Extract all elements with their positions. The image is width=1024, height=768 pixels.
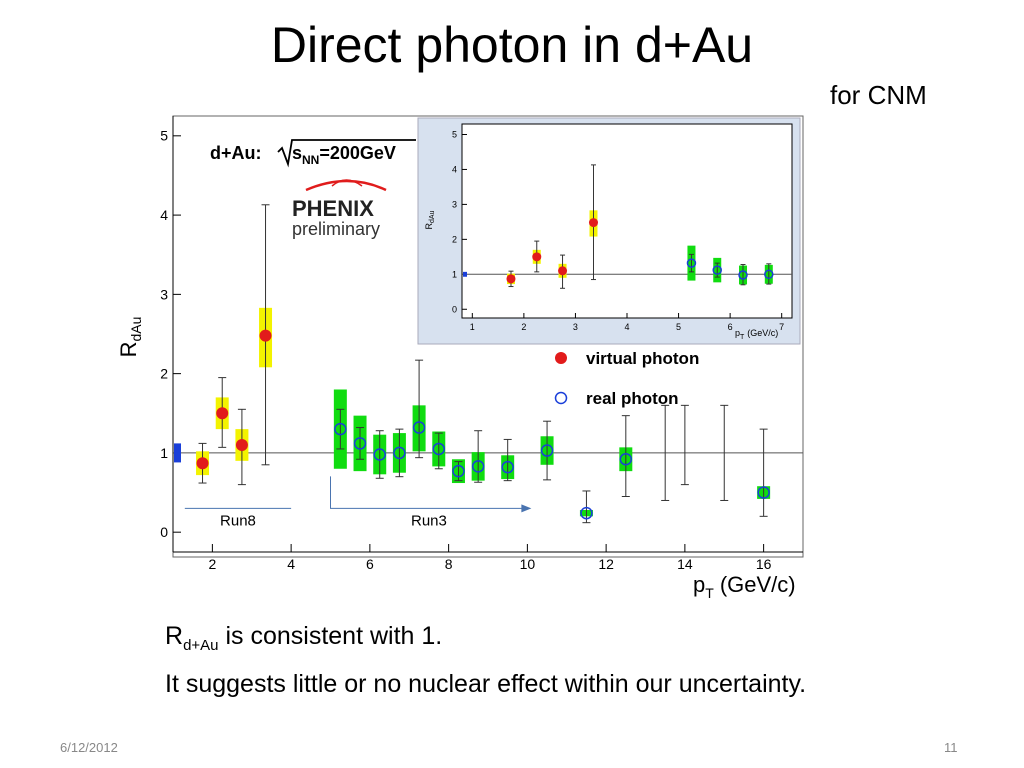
footer-date: 6/12/2012	[60, 740, 118, 755]
inset-x-tick-label: 1	[470, 322, 475, 332]
main-x-tick-label: 10	[520, 556, 536, 572]
inset-real-photon-point	[686, 258, 697, 268]
inset-y-tick-label: 3	[452, 200, 457, 210]
main-real-photon-point	[373, 448, 386, 461]
inset-y-tick-label: 0	[452, 304, 457, 314]
inset-x-axis-label: pT (GeV/c)	[735, 328, 778, 341]
inset-virtual-photon-point	[532, 252, 542, 262]
inset-real-photon-point	[712, 265, 722, 275]
main-real-photon-point	[540, 444, 554, 457]
main-real-photon-point	[432, 442, 446, 456]
sqrt-sign	[277, 139, 416, 168]
caption-line-1: Rd+Au is consistent with 1.	[165, 622, 443, 654]
inset-virtual-photon-point	[588, 218, 598, 228]
inset-x-tick-label: 7	[779, 322, 784, 332]
conclusion-text: Rd+Au is consistent with 1. It suggests …	[165, 617, 806, 703]
inset-normalization-box	[463, 271, 467, 277]
inset-x-tick-label: 4	[624, 322, 629, 332]
legend-real-label: real photon	[586, 389, 679, 408]
inset-y-axis-label: RdAu	[424, 210, 436, 229]
main-y-tick-label: 1	[160, 445, 168, 461]
inset-virtual-photon-point	[558, 266, 568, 276]
main-real-photon-point	[412, 421, 426, 434]
main-x-tick-label: 4	[287, 556, 295, 572]
run3-arrow-line	[330, 476, 528, 509]
run3-arrowhead	[521, 504, 532, 513]
inset-x-tick-label: 2	[521, 322, 526, 332]
page-number: 11	[944, 740, 958, 755]
inset-x-tick-label: 6	[728, 322, 733, 332]
experiment-logo: PHENIX	[292, 196, 374, 221]
main-real-photon-point	[353, 437, 367, 450]
phenix-logo-arc	[305, 179, 387, 192]
inset-real-photon-point	[738, 270, 748, 280]
main-x-tick-label: 14	[677, 556, 693, 572]
preliminary-label: preliminary	[292, 219, 380, 239]
main-y-tick-label: 2	[160, 366, 168, 382]
main-x-tick-label: 16	[756, 556, 772, 572]
inset-y-tick-label: 1	[452, 269, 457, 279]
main-x-tick-label: 6	[366, 556, 374, 572]
cnm-note: for CNM	[830, 80, 927, 110]
phenix-logo-flame	[331, 179, 363, 187]
legend-virtual-label: virtual photon	[586, 349, 699, 368]
legend-real-marker	[554, 391, 568, 405]
main-y-tick-label: 0	[160, 524, 168, 540]
inset-virtual-photon-point	[506, 274, 516, 284]
main-real-photon-point	[757, 486, 770, 499]
main-real-photon-point	[619, 453, 633, 466]
main-virtual-photon-point	[216, 407, 229, 420]
slide-title: Direct photon in d+Au	[270, 17, 754, 73]
energy-value: =200GeV	[319, 143, 396, 163]
legend-virtual-marker	[555, 352, 567, 364]
y-axis-label: RdAu	[118, 317, 144, 358]
main-x-tick-label: 8	[445, 556, 453, 572]
inset-plot-area	[462, 124, 792, 318]
inset-y-tick-label: 4	[452, 165, 457, 175]
main-virtual-photon-point	[259, 329, 272, 342]
run8-label: Run8	[220, 512, 256, 529]
svg-text:sNN=200GeV: sNN=200GeV	[292, 143, 396, 167]
main-y-tick-label: 4	[160, 207, 168, 223]
main-normalization-box	[174, 443, 181, 463]
main-real-photon-point	[452, 464, 465, 478]
main-x-tick-label: 12	[598, 556, 614, 572]
inset-x-tick-label: 3	[573, 322, 578, 332]
main-real-photon-point	[501, 460, 514, 474]
x-axis-label: pT (GeV/c)	[693, 572, 796, 601]
system-label: d+Au:	[210, 143, 262, 163]
main-virtual-photon-point	[196, 457, 209, 470]
main-virtual-photon-point	[235, 438, 248, 451]
inset-real-photon-point	[764, 269, 774, 280]
energy-s: s	[292, 143, 302, 163]
inset-y-tick-label: 2	[452, 235, 457, 245]
main-y-tick-label: 3	[160, 286, 168, 302]
caption-line-2: It suggests little or no nuclear effect …	[165, 670, 807, 698]
main-real-photon-point	[334, 422, 347, 436]
main-y-tick-label: 5	[160, 128, 168, 144]
main-real-photon-point	[580, 506, 593, 520]
main-x-tick-label: 2	[208, 556, 216, 572]
energy-sub: NN	[302, 153, 319, 167]
run3-label: Run3	[411, 512, 447, 529]
main-real-photon-point	[393, 446, 406, 460]
inset-y-tick-label: 5	[452, 130, 457, 140]
inset-x-tick-label: 5	[676, 322, 681, 332]
main-real-photon-point	[471, 460, 485, 473]
